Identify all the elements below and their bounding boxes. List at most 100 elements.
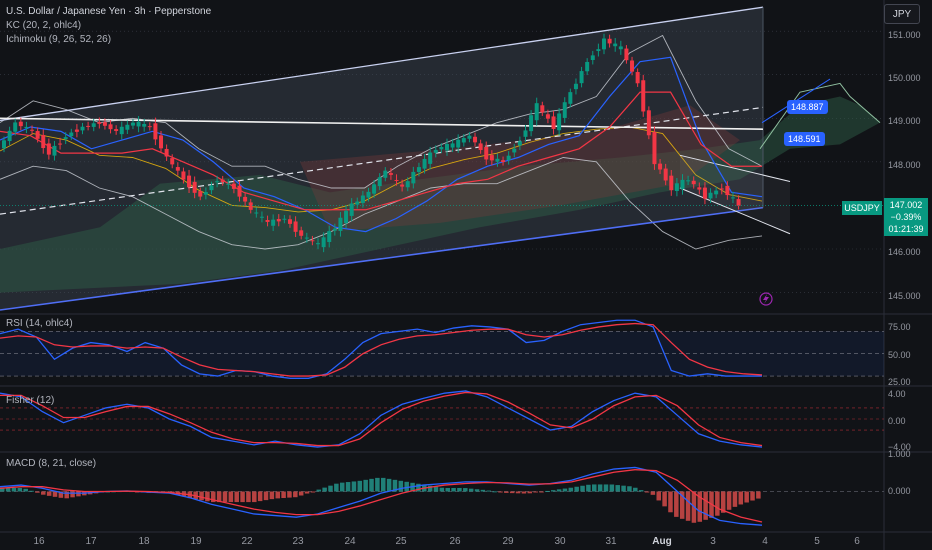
macd-histogram-bar — [357, 480, 363, 492]
macd-histogram-bar — [345, 482, 351, 492]
macd-histogram-bar — [334, 483, 339, 492]
macd-histogram-bar — [545, 490, 550, 492]
macd-histogram-bar — [316, 489, 322, 492]
descending-channel-lower — [679, 187, 791, 235]
date-tick: 17 — [85, 536, 97, 547]
candle-up — [215, 181, 220, 183]
candle-up — [226, 183, 231, 185]
candle-up — [562, 102, 567, 118]
candle-down — [641, 80, 646, 112]
macd-tick: 1.000 — [888, 449, 911, 459]
candle-down — [478, 143, 483, 150]
macd-histogram-bar — [674, 491, 679, 517]
macd-histogram-bar — [463, 488, 468, 492]
macd-histogram-bar — [515, 491, 521, 494]
candle-down — [624, 48, 629, 61]
candle-up — [573, 83, 578, 90]
senkou-span-a — [759, 82, 881, 150]
macd-histogram-bar — [199, 491, 204, 501]
macd-histogram-bar — [627, 486, 632, 492]
candle-up — [568, 92, 573, 104]
macd-histogram-bar — [726, 491, 732, 510]
candle-up — [271, 219, 276, 226]
macd-histogram-bar — [650, 491, 656, 495]
macd-histogram-bar — [568, 487, 574, 492]
macd-histogram-bar — [685, 491, 691, 521]
candle-up — [142, 124, 147, 127]
candle-up — [439, 147, 444, 150]
candle-up — [327, 231, 332, 243]
macd-histogram-bar — [351, 481, 357, 492]
rsi-tick: 50.00 — [888, 350, 911, 360]
macd-histogram-bar — [756, 491, 761, 499]
macd-histogram-bar — [539, 491, 544, 493]
macd-signal-line — [0, 469, 763, 523]
macd-histogram-bar — [621, 485, 626, 492]
macd-histogram-bar — [633, 487, 638, 492]
candle-down — [697, 187, 702, 190]
macd-histogram-bar — [252, 491, 257, 503]
macd-histogram-bar — [269, 491, 275, 500]
candle-up — [136, 121, 141, 127]
macd-legend: MACD (8, 21, close) — [6, 458, 97, 469]
candle-up — [730, 197, 735, 199]
candle-down — [663, 168, 668, 181]
candle-up — [613, 43, 618, 47]
macd-histogram-bar — [52, 491, 58, 497]
ichimoku-cloud — [0, 96, 880, 293]
fisher-tick: 4.00 — [888, 389, 906, 399]
candle-down — [153, 123, 158, 140]
date-tick: 19 — [190, 536, 202, 547]
candle-down — [489, 155, 494, 161]
kc-legend: KC (20, 2, ohlc4) — [6, 20, 82, 31]
macd-histogram-bar — [603, 484, 609, 492]
date-tick: 5 — [814, 536, 820, 547]
macd-histogram-bar — [392, 479, 398, 492]
candle-down — [658, 163, 663, 170]
candle-up — [523, 130, 528, 137]
candle-down — [41, 135, 46, 149]
macd-histogram-bar — [328, 485, 333, 492]
candle-down — [170, 158, 175, 165]
macd-histogram-bar — [656, 491, 661, 501]
macd-histogram-bar — [222, 491, 228, 503]
candle-down — [719, 188, 724, 190]
date-tick: 16 — [33, 536, 45, 547]
candle-down — [231, 183, 236, 189]
candle-up — [618, 46, 623, 50]
candle-down — [58, 143, 63, 145]
macd-histogram-bar — [480, 489, 486, 492]
candle-down — [175, 167, 180, 171]
candle-up — [24, 126, 29, 129]
currency-button[interactable]: JPY — [884, 4, 920, 24]
macd-histogram-bar — [257, 491, 263, 502]
date-tick-month: Aug — [652, 536, 672, 547]
macd-histogram-bar — [228, 491, 234, 503]
macd-histogram-bar — [732, 491, 738, 507]
candle-down — [30, 129, 35, 131]
candle-up — [63, 137, 68, 140]
macd-histogram-bar — [416, 483, 421, 492]
ichimoku-cloud-red — [300, 105, 740, 232]
candle-up — [119, 126, 124, 135]
candle-up — [259, 216, 264, 218]
date-tick: 26 — [449, 536, 461, 547]
date-tick: 25 — [395, 536, 407, 547]
macd-histogram-bar — [287, 491, 292, 498]
candle-up — [686, 180, 691, 182]
candle-down — [35, 131, 40, 139]
candle-up — [601, 38, 606, 50]
fisher-tick: −4.00 — [888, 442, 911, 452]
channel-midline — [0, 106, 764, 215]
macd-histogram-bar — [744, 491, 749, 503]
macd-histogram-bar — [457, 487, 462, 492]
macd-histogram-bar — [439, 487, 445, 492]
candle-up — [416, 167, 421, 173]
ichimoku-mid-tag: 148.591 — [784, 132, 825, 146]
rising-channel-upper — [0, 6, 764, 122]
candle-up — [209, 185, 214, 191]
rsi-legend: RSI (14, ohlc4) — [6, 318, 73, 329]
macd-histogram-bar — [615, 485, 620, 492]
macd-histogram-bar — [211, 491, 216, 503]
